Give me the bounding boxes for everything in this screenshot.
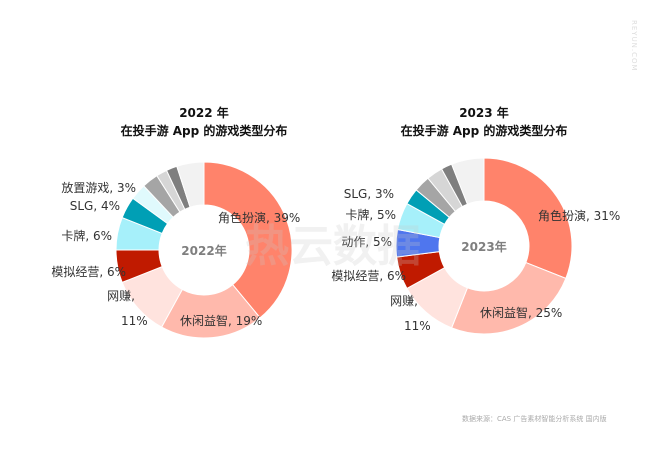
slice-label: SLG, 3% [344, 187, 394, 201]
title-line-1: 2022 年 [179, 106, 229, 120]
slice-label-value: 11% [404, 319, 431, 333]
slice-角色扮演 [203, 161, 293, 319]
slice-label: 卡牌, 5% [345, 208, 396, 222]
slice-label: 网赚, [390, 293, 418, 308]
chart-title-2022: 2022 年 在投手游 App 的游戏类型分布 [74, 104, 334, 140]
slice-label-value: 11% [121, 314, 148, 328]
slice-休闲益智 [450, 261, 567, 335]
slice-label: SLG, 4% [70, 199, 120, 213]
source-note: 数据来源：CAS 广告素材智能分析系统 国内版 [462, 415, 607, 423]
center-label: 2023年 [461, 239, 506, 254]
title-line-1: 2023 年 [459, 106, 509, 120]
slice-label: 网赚, [107, 288, 135, 303]
slice-label: 卡牌, 6% [61, 229, 112, 243]
slice-label: 动作, 5% [341, 235, 392, 249]
watermark: 热云数据 [245, 221, 421, 272]
title-line-2: 在投手游 App 的游戏类型分布 [400, 124, 568, 138]
slice-label: 模拟经营, 6% [331, 269, 406, 283]
chart-title-2023: 2023 年 在投手游 App 的游戏类型分布 [354, 104, 614, 140]
center-label: 2022年 [181, 243, 226, 258]
slice-label: 模拟经营, 6% [51, 265, 126, 279]
slice-label: 角色扮演, 39% [218, 210, 300, 225]
slice-角色扮演 [483, 157, 573, 280]
slice-label: 角色扮演, 31% [538, 208, 620, 223]
title-line-2: 在投手游 App 的游戏类型分布 [120, 124, 288, 138]
slice-label: 休闲益智, 25% [480, 305, 562, 320]
side-watermark: REYUN.COM [630, 20, 638, 72]
slice-label: 休闲益智, 19% [180, 313, 262, 328]
slice-other-10 [450, 157, 485, 205]
slice-other-10 [176, 161, 205, 208]
slice-label: 放置游戏, 3% [61, 180, 136, 195]
